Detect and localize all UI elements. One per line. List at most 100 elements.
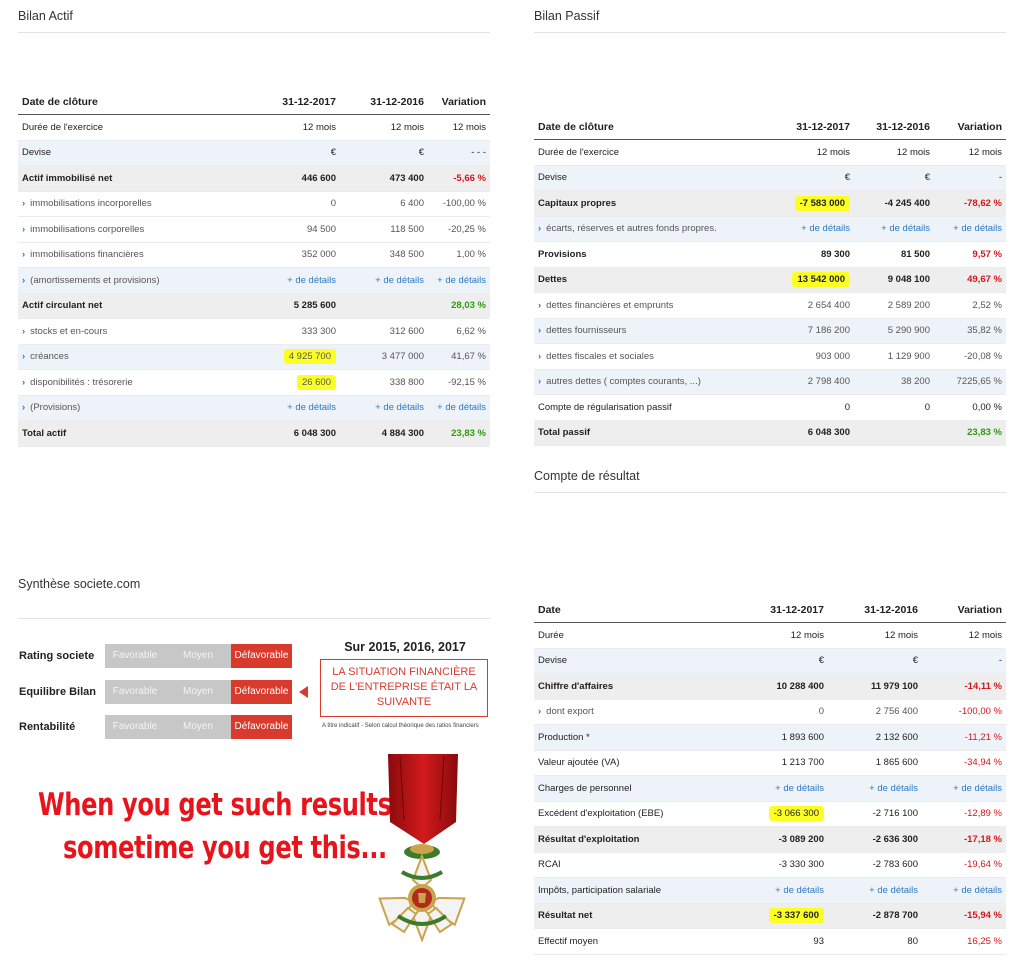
table-row-stocks-et-en-cours: › stocks et en-cours 333 300 312 600 6,62 %	[18, 318, 490, 345]
row-label[interactable]: › dettes financières et emprunts	[534, 292, 748, 319]
chevron-right-icon[interactable]: ›	[22, 274, 26, 286]
value-2017-cell[interactable]: + de détails	[748, 877, 828, 904]
details-link[interactable]: + de détails	[869, 884, 918, 896]
cell-value: -2 783 600	[872, 859, 918, 871]
row-label[interactable]: › (amortissements et provisions)	[18, 267, 244, 294]
cell-value: 23,83 %	[967, 427, 1002, 439]
details-link[interactable]: + de détails	[287, 274, 336, 286]
details-link[interactable]: + de détails	[881, 223, 930, 235]
cell-value: -2 878 700	[872, 910, 918, 922]
row-label-text: Dettes	[538, 274, 568, 286]
rating-option-defavorable: Défavorable	[231, 680, 292, 704]
cell-value: €	[818, 655, 824, 667]
value-2016-cell: 11 979 100	[828, 673, 922, 700]
chevron-right-icon[interactable]: ›	[538, 706, 542, 718]
value-2017-cell[interactable]: + de détails	[244, 267, 340, 294]
cell-value: 5 290 900	[887, 325, 930, 337]
value-2017-cell[interactable]: + de détails	[748, 216, 854, 242]
row-label[interactable]: › immobilisations financières	[18, 242, 244, 268]
value-2016-cell[interactable]: + de détails	[828, 775, 922, 802]
row-label-text: RCAI	[538, 859, 561, 871]
cell-value: 2 654 400	[807, 299, 850, 311]
value-2017-cell: 94 500	[244, 216, 340, 243]
chevron-right-icon[interactable]: ›	[22, 249, 26, 261]
value-2016-cell[interactable]: + de détails	[828, 877, 922, 904]
details-link[interactable]: + de détails	[953, 782, 1002, 794]
chevron-right-icon[interactable]: ›	[22, 325, 26, 337]
details-link[interactable]: + de détails	[869, 782, 918, 794]
value-2016-cell: 12 mois	[340, 114, 428, 141]
row-label[interactable]: › dettes fiscales et sociales	[534, 343, 748, 370]
variation-cell: 7225,65 %	[934, 369, 1006, 395]
details-link[interactable]: + de détails	[775, 884, 824, 896]
cell-value: -5,66 %	[453, 172, 486, 184]
row-label[interactable]: › (Provisions)	[18, 395, 244, 421]
value-2017-cell[interactable]: + de détails	[244, 395, 340, 421]
row-label[interactable]: › dettes fournisseurs	[534, 318, 748, 344]
details-link[interactable]: + de détails	[953, 884, 1002, 896]
details-link[interactable]: + de détails	[375, 274, 424, 286]
details-link[interactable]: + de détails	[437, 274, 486, 286]
variation-cell[interactable]: + de détails	[428, 395, 490, 421]
table-row-total-passif: Total passif 6 048 300 23,83 %	[534, 420, 1006, 446]
synthese-panel: Synthèse societe.com	[18, 574, 490, 619]
value-2017-cell[interactable]: + de détails	[748, 775, 828, 802]
chevron-right-icon[interactable]: ›	[538, 376, 542, 388]
chevron-right-icon[interactable]: ›	[22, 376, 26, 388]
chevron-right-icon[interactable]: ›	[22, 402, 26, 414]
chevron-right-icon[interactable]: ›	[538, 350, 542, 362]
value-2016-cell	[854, 420, 934, 446]
variation-cell[interactable]: + de détails	[428, 267, 490, 294]
arrow-left-icon	[299, 686, 308, 698]
row-label-text: Provisions	[538, 248, 587, 260]
variation-cell[interactable]: + de détails	[922, 775, 1006, 802]
chevron-right-icon[interactable]: ›	[22, 223, 26, 235]
rating-label: Rentabilité	[19, 721, 76, 733]
value-2016-cell[interactable]: + de détails	[340, 267, 428, 294]
cell-value: -15,94 %	[963, 910, 1002, 922]
variation-cell: 6,62 %	[428, 318, 490, 345]
value-2017-cell: €	[748, 165, 854, 191]
details-link[interactable]: + de détails	[437, 402, 486, 414]
value-2016-cell	[340, 293, 428, 319]
value-2016-cell: 81 500	[854, 241, 934, 268]
cell-value: -2 636 300	[872, 833, 918, 845]
row-label-text: Actif immobilisé net	[22, 172, 113, 184]
bilan-actif-panel: Bilan Actif Date de clôture 31-12-2017 31-…	[18, 6, 490, 447]
value-2016-cell[interactable]: + de détails	[854, 216, 934, 242]
rating-row-equilibre-bilan: Equilibre Bilan Favorable Moyen Défavorable	[19, 680, 299, 704]
value-2016-cell: 3 477 000	[340, 344, 428, 370]
cell-value: -92,15 %	[447, 376, 486, 388]
details-link[interactable]: + de détails	[375, 402, 424, 414]
row-label[interactable]: › immobilisations corporelles	[18, 216, 244, 243]
row-label[interactable]: › autres dettes ( comptes courants, ...)	[534, 369, 748, 395]
variation-cell: 23,83 %	[934, 420, 1006, 446]
row-label[interactable]: › dont export	[534, 699, 748, 725]
chevron-right-icon[interactable]: ›	[22, 198, 26, 210]
variation-cell[interactable]: + de détails	[922, 877, 1006, 904]
row-label[interactable]: › disponibilités : trésorerie	[18, 369, 244, 396]
chevron-right-icon[interactable]: ›	[538, 325, 542, 337]
row-label[interactable]: › immobilisations incorporelles	[18, 191, 244, 217]
rating-label: Equilibre Bilan	[19, 686, 97, 698]
row-label[interactable]: › créances	[18, 344, 244, 370]
row-label[interactable]: › écarts, réserves et autres fonds propre…	[534, 216, 748, 242]
value-2016-cell[interactable]: + de détails	[340, 395, 428, 421]
variation-cell[interactable]: + de détails	[934, 216, 1006, 242]
details-link[interactable]: + de détails	[953, 223, 1002, 235]
value-2016-cell: 38 200	[854, 369, 934, 395]
rating-label: Rating societe	[19, 650, 95, 662]
cell-value: -3 330 300	[778, 859, 824, 871]
value-2016-cell: 0	[854, 394, 934, 421]
row-label[interactable]: › stocks et en-cours	[18, 318, 244, 345]
details-link[interactable]: + de détails	[801, 223, 850, 235]
cell-value: 446 600	[301, 172, 336, 184]
cell-value: -100,00 %	[442, 198, 486, 210]
details-link[interactable]: + de détails	[287, 402, 336, 414]
row-label-text: Chiffre d'affaires	[538, 680, 614, 692]
chevron-right-icon[interactable]: ›	[538, 223, 542, 235]
chevron-right-icon[interactable]: ›	[22, 351, 26, 363]
chevron-right-icon[interactable]: ›	[538, 299, 542, 311]
details-link[interactable]: + de détails	[775, 782, 824, 794]
value-2017-cell: 6 048 300	[748, 420, 854, 446]
